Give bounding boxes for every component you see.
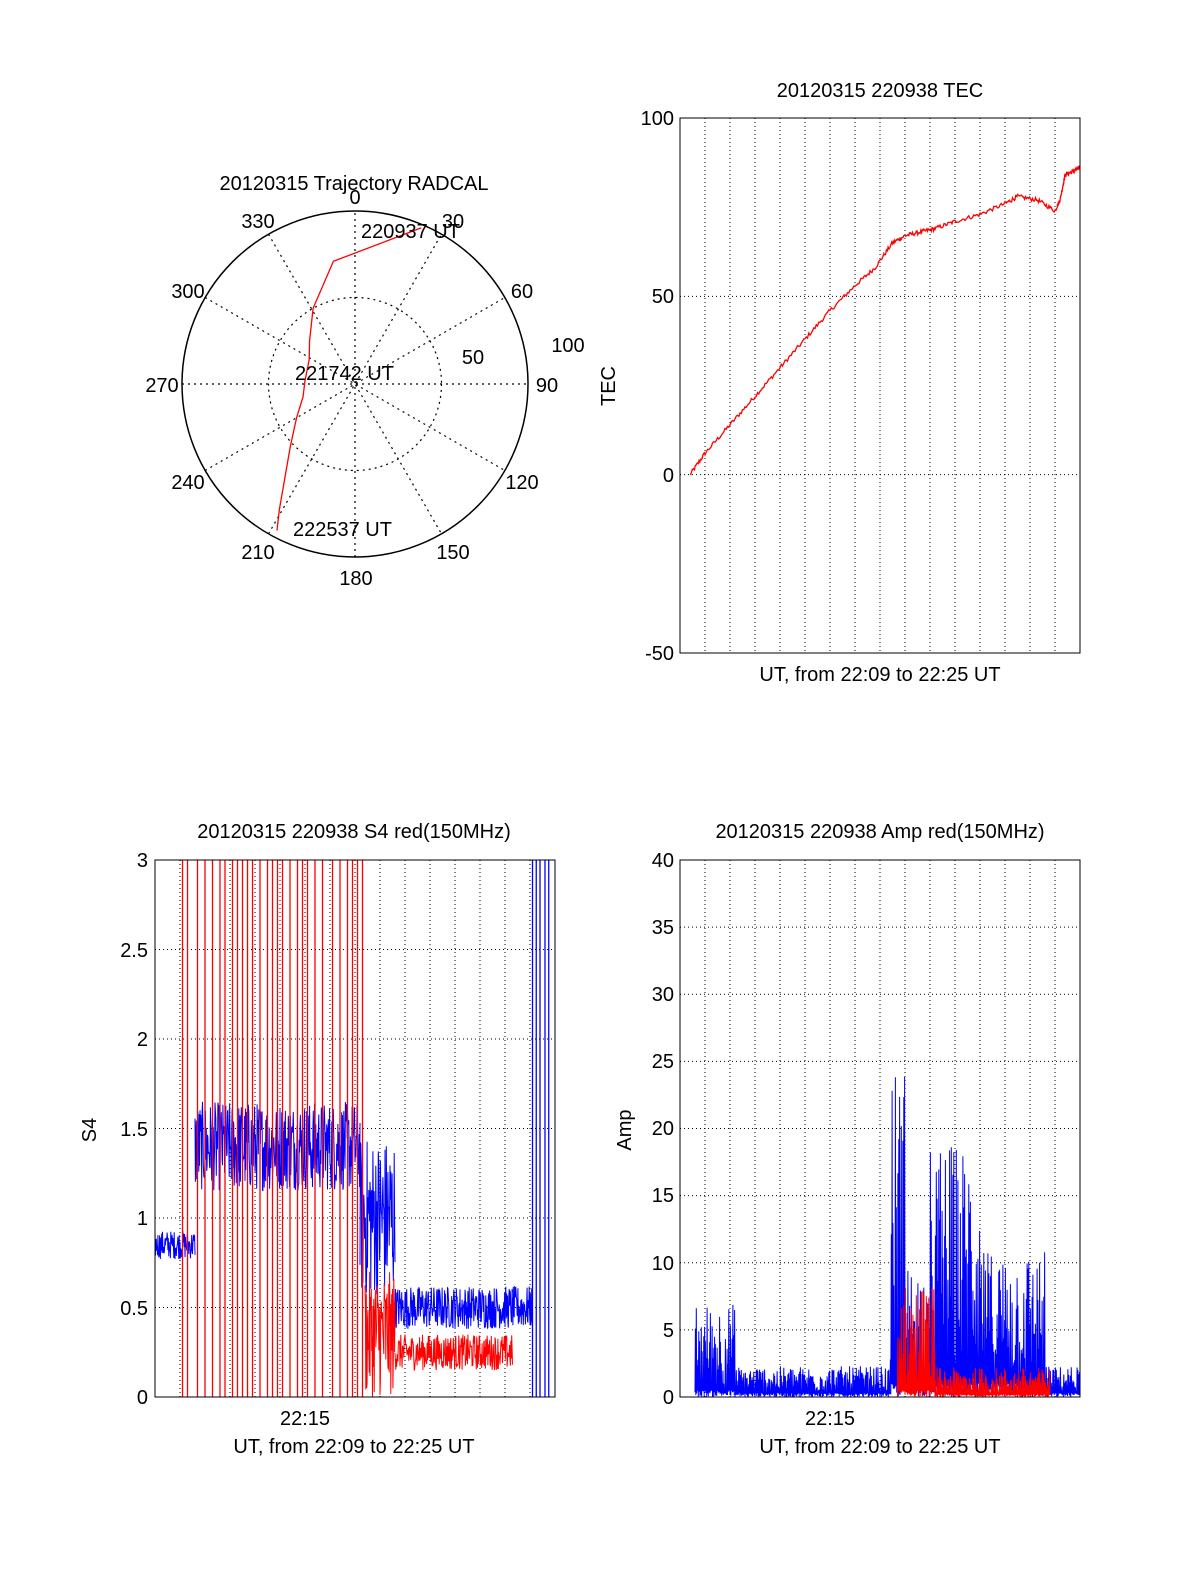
amp-ytick-40: 40 — [652, 850, 674, 872]
s4-ylabel: S4 — [79, 1118, 101, 1142]
amp-ylabel: Amp — [614, 1109, 636, 1150]
tec-title: 20120315 220938 TEC — [777, 80, 983, 102]
s4-series — [154, 860, 550, 1397]
s4-ytick-2: 2 — [137, 1029, 148, 1051]
annotation-mid: 221742 UT — [295, 363, 394, 385]
tec-ytick-50: 50 — [652, 286, 674, 308]
s4-xlabel: UT, from 22:09 to 22:25 UT — [233, 1436, 474, 1458]
s4-ytick-1_5: 1.5 — [120, 1119, 148, 1141]
amp-series-0-seg-2 — [889, 1076, 908, 1397]
tec-panel: 20120315 220938 TEC 100 50 0 -50 TEC UT,… — [598, 80, 1081, 686]
amp-ytick-0: 0 — [663, 1387, 674, 1409]
polar-spoke-150 — [267, 233, 443, 535]
tec-ytick-neg50: -50 — [645, 643, 674, 665]
polar-grid — [181, 210, 529, 558]
amp-ytick-15: 15 — [652, 1185, 674, 1207]
s4-series-0-seg-0 — [154, 1231, 196, 1260]
angle-label-240: 240 — [171, 472, 204, 494]
s4-series-0-seg-4 — [512, 1286, 533, 1326]
annotation-start: 220937 UT — [361, 221, 460, 243]
amp-xlabel: UT, from 22:09 to 22:25 UT — [759, 1436, 1000, 1458]
s4-series-1-seg-0 — [364, 1271, 396, 1397]
angle-label-300: 300 — [171, 281, 204, 303]
angle-label-120: 120 — [505, 472, 538, 494]
amp-series-1-seg-0 — [897, 1287, 936, 1397]
s4-series-1-seg-1 — [394, 1334, 513, 1372]
annotation-end: 222537 UT — [293, 519, 392, 541]
s4-ytick-0_5: 0.5 — [120, 1298, 148, 1320]
tec-xlabel: UT, from 22:09 to 22:25 UT — [759, 664, 1000, 686]
angle-label-150: 150 — [436, 542, 469, 564]
tec-plot-frame — [679, 117, 1081, 654]
s4-series-0-seg-3 — [394, 1286, 513, 1330]
s4-ytick-0: 0 — [137, 1387, 148, 1409]
polar-spoke-60 — [204, 296, 506, 472]
radius-label-100: 100 — [551, 335, 584, 357]
s4-ytick-2_5: 2.5 — [120, 940, 148, 962]
s4-ytick-1: 1 — [137, 1208, 148, 1230]
angle-label-90: 90 — [536, 375, 558, 397]
amp-ytick-10: 10 — [652, 1253, 674, 1275]
angle-label-330: 330 — [241, 211, 274, 233]
polar-spoke-120 — [204, 296, 506, 472]
amp-series-0-seg-6 — [1044, 1366, 1081, 1397]
polar-spoke-30 — [267, 233, 443, 535]
s4-panel: 20120315 220938 S4 red(150MHz) 3 2.5 2 1… — [79, 821, 556, 1458]
radius-label-50: 50 — [462, 347, 484, 369]
angle-label-210: 210 — [241, 542, 274, 564]
trajectory-line — [276, 227, 422, 531]
amp-ytick-25: 25 — [652, 1051, 674, 1073]
angle-label-0: 0 — [349, 187, 360, 209]
tec-ytick-0: 0 — [663, 465, 674, 487]
angle-label-30: 30 — [442, 211, 464, 233]
s4-ytick-3: 3 — [137, 850, 148, 872]
amp-series-0-seg-5 — [979, 1252, 1046, 1397]
amp-ytick-35: 35 — [652, 917, 674, 939]
amp-series — [694, 1076, 1081, 1398]
amp-panel: 20120315 220938 Amp red(150MHz) 40 35 30… — [614, 821, 1081, 1458]
amp-plot-frame — [679, 859, 1081, 1398]
polar-panel: 20120315 Trajectory RADCAL 0 30 60 90 12… — [145, 173, 584, 590]
s4-plot-frame — [154, 859, 556, 1398]
angle-label-60: 60 — [511, 281, 533, 303]
amp-xtick-2215: 22:15 — [805, 1408, 855, 1430]
amp-grid — [680, 860, 1080, 1397]
tec-grid — [680, 118, 1080, 653]
s4-xtick-2215: 22:15 — [280, 1408, 330, 1430]
amp-series-0-seg-1 — [734, 1366, 891, 1398]
amp-title: 20120315 220938 Amp red(150MHz) — [715, 821, 1044, 843]
tec-ylabel: TEC — [598, 366, 620, 406]
amp-ytick-20: 20 — [652, 1118, 674, 1140]
polar-title: 20120315 Trajectory RADCAL — [219, 173, 488, 195]
amp-ytick-5: 5 — [663, 1320, 674, 1342]
angle-label-180: 180 — [339, 568, 372, 590]
s4-title: 20120315 220938 S4 red(150MHz) — [197, 821, 511, 843]
amp-ytick-30: 30 — [652, 984, 674, 1006]
amp-series-0-seg-0 — [694, 1304, 736, 1397]
tec-ytick-100: 100 — [641, 108, 674, 130]
tec-series-line — [689, 164, 1081, 476]
angle-label-270: 270 — [145, 375, 178, 397]
